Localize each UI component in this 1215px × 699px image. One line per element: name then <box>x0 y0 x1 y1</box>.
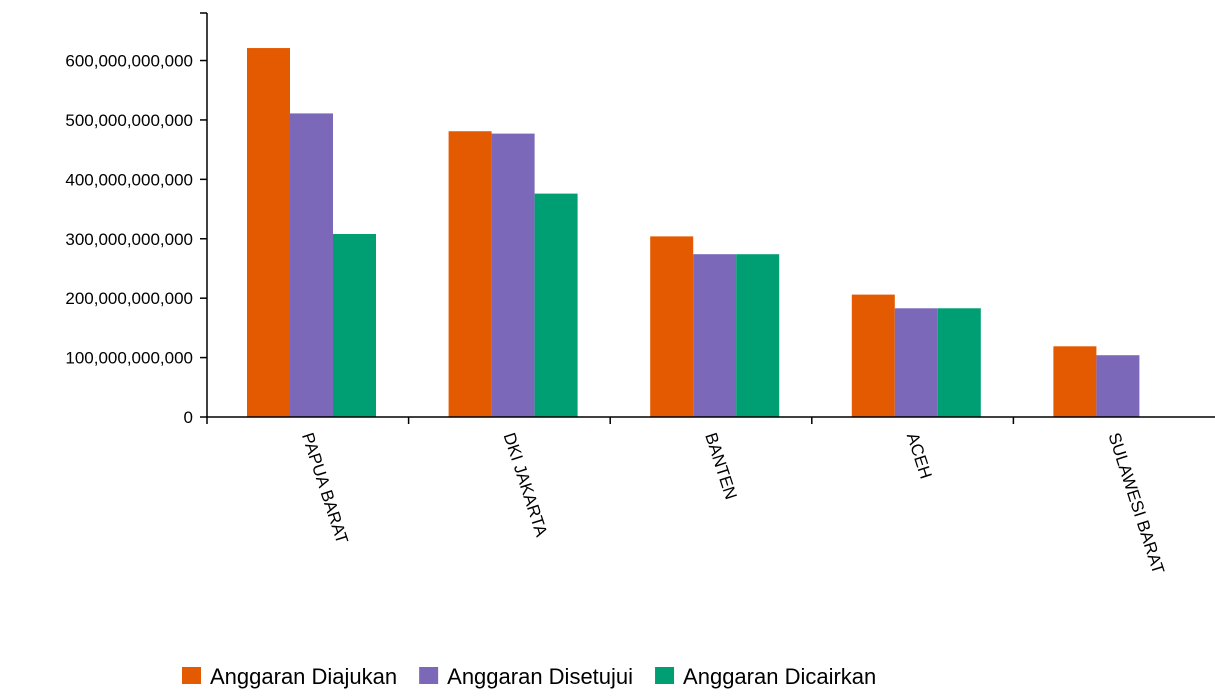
x-tick-label: DKI JAKARTA <box>500 430 552 539</box>
bar-anggaran-dicairkan-banten <box>736 254 780 417</box>
y-tick-label: 500,000,000,000 <box>65 111 193 130</box>
y-tick-label: 200,000,000,000 <box>65 289 193 308</box>
legend-label: Anggaran Disetujui <box>447 664 633 689</box>
bar-anggaran-diajukan-dki-jakarta <box>448 131 492 417</box>
x-tick-label: SULAWESI BARAT <box>1104 430 1168 576</box>
bar-anggaran-dicairkan-aceh <box>937 308 981 417</box>
bar-anggaran-disetujui-aceh <box>894 308 938 417</box>
bars-group <box>247 48 1140 417</box>
x-axis: PAPUA BARAT DKI JAKARTA BANTEN ACEH SULAWESI… <box>206 416 1215 576</box>
bar-anggaran-diajukan-sulawesi-barat <box>1053 346 1097 417</box>
bar-anggaran-diajukan-papua-barat <box>247 48 290 417</box>
legend-swatch <box>655 667 675 684</box>
bar-anggaran-diajukan-banten <box>650 236 694 417</box>
bar-anggaran-dicairkan-dki-jakarta <box>534 193 578 417</box>
x-tick-label: ACEH <box>903 430 936 481</box>
y-tick-label: 0 <box>184 408 193 427</box>
bar-anggaran-diajukan-aceh <box>851 294 895 417</box>
bar-anggaran-disetujui-sulawesi-barat <box>1096 355 1140 417</box>
bar-anggaran-disetujui-papua-barat <box>290 113 333 417</box>
x-tick-label: BANTEN <box>701 430 740 501</box>
legend: Anggaran Diajukan Anggaran Disetujui Angga… <box>182 664 876 689</box>
y-tick-label: 100,000,000,000 <box>65 349 193 368</box>
bar-anggaran-disetujui-dki-jakarta <box>491 133 535 417</box>
y-tick-label: 300,000,000,000 <box>65 230 193 249</box>
y-tick-label: 600,000,000,000 <box>65 52 193 71</box>
legend-swatch <box>182 667 201 684</box>
y-tick-label: 400,000,000,000 <box>65 170 193 189</box>
bar-anggaran-dicairkan-papua-barat <box>333 234 376 417</box>
legend-label: Anggaran Dicairkan <box>683 664 876 689</box>
legend-swatch <box>419 667 439 684</box>
legend-label: Anggaran Diajukan <box>210 664 397 689</box>
x-tick-label: PAPUA BARAT <box>298 430 352 546</box>
bar-anggaran-disetujui-banten <box>693 254 737 417</box>
y-axis: 0 100,000,000,000 200,000,000,000 300,000,0… <box>65 12 208 427</box>
